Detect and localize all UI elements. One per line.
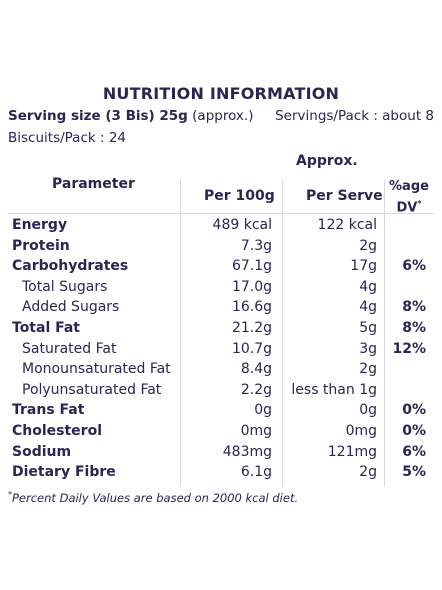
nutrient-name: Energy bbox=[12, 217, 68, 233]
table-row: Dietary Fibre 6.1g 2g 5% bbox=[0, 462, 442, 483]
footnote: *Percent Daily Values are based on 2000 … bbox=[8, 490, 298, 505]
dv-header-mark: * bbox=[417, 199, 422, 208]
table-row: Total Sugars 17.0g 4g bbox=[0, 277, 442, 298]
footnote-text: Percent Daily Values are based on 2000 k… bbox=[12, 490, 299, 505]
table-row: Monounsaturated Fat 8.4g 2g bbox=[0, 359, 442, 380]
column-divider bbox=[180, 180, 181, 486]
nutrient-name: Protein bbox=[12, 237, 70, 254]
serving-size-label: Serving size (3 Bis) 25g bbox=[8, 108, 188, 124]
per-serve-value: 3g bbox=[359, 340, 377, 357]
dv-header-line2: DV* bbox=[386, 195, 432, 216]
per-100g-value: 8.4g bbox=[240, 361, 272, 378]
biscuits-per-pack: Biscuits/Pack : 24 bbox=[8, 130, 127, 146]
per-serve-value: 0g bbox=[359, 402, 377, 419]
per-serve-value: 17g bbox=[350, 258, 377, 275]
nutrient-name: Cholesterol bbox=[12, 422, 102, 439]
table-row: Saturated Fat 10.7g 3g 12% bbox=[0, 339, 442, 360]
per-100g-value: 0mg bbox=[240, 422, 272, 439]
nutrient-name: Monounsaturated Fat bbox=[22, 361, 171, 378]
per-serve-value: 4g bbox=[359, 299, 377, 316]
per-100g-value: 6.1g bbox=[240, 464, 272, 481]
parameter-header: Parameter bbox=[52, 176, 135, 192]
daily-value-header: %age DV* bbox=[386, 178, 432, 216]
per-100g-value: 21.2g bbox=[231, 319, 272, 336]
table-row: Carbohydrates 67.1g 17g 6% bbox=[0, 256, 442, 277]
per-100g-value: 67.1g bbox=[231, 258, 272, 275]
daily-value: 12% bbox=[392, 340, 426, 357]
nutrient-name: Sodium bbox=[12, 443, 72, 460]
nutrient-name: Polyunsaturated Fat bbox=[22, 381, 162, 398]
nutrient-name: Total Fat bbox=[12, 319, 81, 336]
daily-value: 6% bbox=[402, 258, 426, 275]
table-row: Total Fat 21.2g 5g 8% bbox=[0, 318, 442, 339]
table-row: Cholesterol 0mg 0mg 0% bbox=[0, 421, 442, 442]
table-row: Sodium 483mg 121mg 6% bbox=[0, 442, 442, 463]
footnote-mark: * bbox=[8, 490, 12, 499]
table-row: Polyunsaturated Fat 2.2g less than 1g bbox=[0, 380, 442, 401]
nutrient-name: Trans Fat bbox=[12, 402, 85, 419]
per-serve-value: 4g bbox=[359, 278, 377, 295]
dv-header-line1: %age bbox=[389, 179, 429, 194]
serving-size: Serving size (3 Bis) 25g (approx.) bbox=[8, 108, 253, 124]
daily-value: 0% bbox=[402, 402, 426, 419]
per-serve-value: 121mg bbox=[327, 443, 377, 460]
per-100g-value: 16.6g bbox=[231, 299, 272, 316]
nutrition-table: Energy 489 kcal 122 kcal Protein 7.3g 2g Carbo… bbox=[0, 215, 442, 483]
per-100g-value: 2.2g bbox=[240, 381, 272, 398]
daily-value: 8% bbox=[402, 319, 426, 336]
nutrient-name: Added Sugars bbox=[22, 299, 120, 316]
table-row: Trans Fat 0g 0g 0% bbox=[0, 400, 442, 421]
servings-per-pack: Servings/Pack : about 8 bbox=[275, 108, 434, 124]
header-divider bbox=[8, 213, 434, 214]
per-serve-header: Per Serve bbox=[306, 188, 383, 204]
approx-header: Approx. bbox=[296, 153, 358, 169]
per-100g-value: 10.7g bbox=[231, 340, 272, 357]
daily-value: 8% bbox=[402, 299, 426, 316]
per-serve-value: 2g bbox=[359, 237, 377, 254]
per-100g-value: 17.0g bbox=[231, 278, 272, 295]
per-100g-value: 7.3g bbox=[240, 237, 272, 254]
per-100g-value: 0g bbox=[254, 402, 272, 419]
nutrient-name: Dietary Fibre bbox=[12, 464, 116, 481]
daily-value: 5% bbox=[402, 464, 426, 481]
table-row: Protein 7.3g 2g bbox=[0, 236, 442, 257]
table-row: Added Sugars 16.6g 4g 8% bbox=[0, 297, 442, 318]
column-divider bbox=[384, 180, 385, 486]
column-divider bbox=[282, 180, 283, 486]
table-row: Energy 489 kcal 122 kcal bbox=[0, 215, 442, 236]
per-100g-header: Per 100g bbox=[204, 188, 275, 204]
nutrient-name: Total Sugars bbox=[22, 278, 108, 295]
per-serve-value: 0mg bbox=[345, 422, 377, 439]
per-serve-value: 2g bbox=[359, 464, 377, 481]
serving-size-note: (approx.) bbox=[192, 108, 254, 124]
nutrient-name: Saturated Fat bbox=[22, 340, 117, 357]
daily-value: 6% bbox=[402, 443, 426, 460]
per-serve-value: 5g bbox=[359, 319, 377, 336]
nutrition-title: NUTRITION INFORMATION bbox=[102, 84, 340, 103]
per-serve-value: 2g bbox=[359, 361, 377, 378]
dv-header-text: DV bbox=[396, 200, 418, 216]
per-serve-value: less than 1g bbox=[291, 381, 377, 398]
per-100g-value: 489 kcal bbox=[212, 217, 272, 233]
per-serve-value: 122 kcal bbox=[317, 217, 377, 233]
nutrient-name: Carbohydrates bbox=[12, 258, 129, 275]
per-100g-value: 483mg bbox=[222, 443, 272, 460]
daily-value: 0% bbox=[402, 422, 426, 439]
